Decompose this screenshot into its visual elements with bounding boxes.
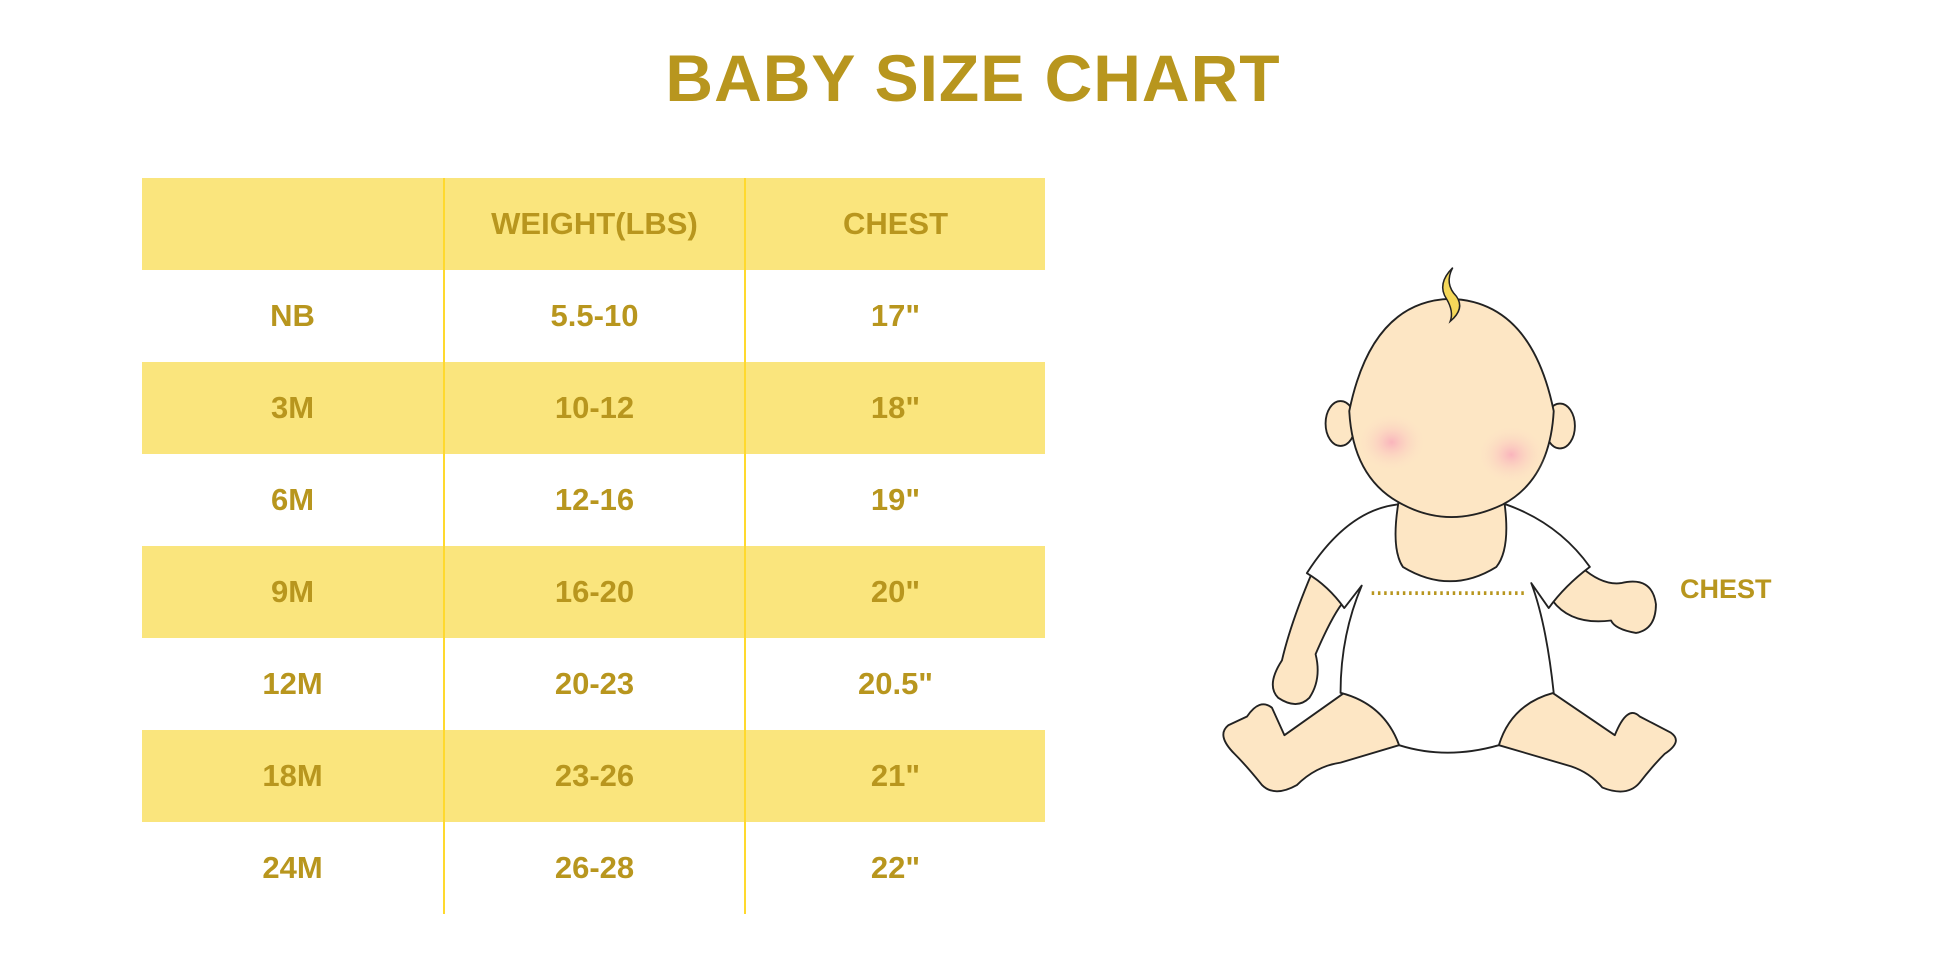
cell-chest: 17" [744,270,1045,362]
cell-chest: 19" [744,454,1045,546]
cell-size: 3M [270,390,315,425]
chest-label: CHEST [1680,574,1772,604]
table-header-row: WEIGHT(LBS) CHEST [142,178,1045,270]
cell-chest: 21" [744,730,1045,822]
right-leg [1497,691,1677,793]
cell-weight: 26-28 [443,822,744,914]
header-size [142,178,443,270]
cell-chest: 22" [744,822,1045,914]
cell-weight: 23-26 [443,730,744,822]
hair-curl [1441,267,1461,324]
right-cheek [1476,424,1547,485]
header-weight: WEIGHT(LBS) [443,178,744,270]
cell-chest: 18" [744,362,1045,454]
cell-size: 12M [262,666,323,701]
cell-weight: 10-12 [443,362,744,454]
table-row: NB 5.5-10 17" [142,270,1045,362]
cell-size: 6M [270,482,315,517]
size-table: WEIGHT(LBS) CHEST NB 5.5-10 17" 3M 10-12 18" 6… [142,178,1045,914]
table-row: 24M 26-28 22" [142,822,1045,914]
neck [1394,497,1508,583]
head [1348,297,1555,518]
header-chest: CHEST [744,178,1045,270]
cell-size: 9M [270,574,315,609]
table-row: 6M 12-16 19" [142,454,1045,546]
cell-size: 18M [262,758,323,793]
left-arm [1271,572,1348,705]
cell-weight: 5.5-10 [443,270,744,362]
right-arm [1551,565,1657,634]
cell-chest: 20" [744,546,1045,638]
cell-weight: 16-20 [443,546,744,638]
baby-illustration [1222,267,1677,793]
page-title: BABY SIZE CHART [665,41,1281,115]
cell-size: NB [270,298,315,333]
table-row: 12M 20-23 20.5" [142,638,1045,730]
cell-weight: 12-16 [443,454,744,546]
table-row: 18M 23-26 21" [142,730,1045,822]
cell-size: 24M [262,850,323,885]
left-cheek [1356,412,1427,473]
table-row: 3M 10-12 18" [142,362,1045,454]
table-row: 9M 16-20 20" [142,546,1045,638]
cell-chest: 20.5" [744,638,1045,730]
cell-weight: 20-23 [443,638,744,730]
onesie [1305,503,1591,754]
